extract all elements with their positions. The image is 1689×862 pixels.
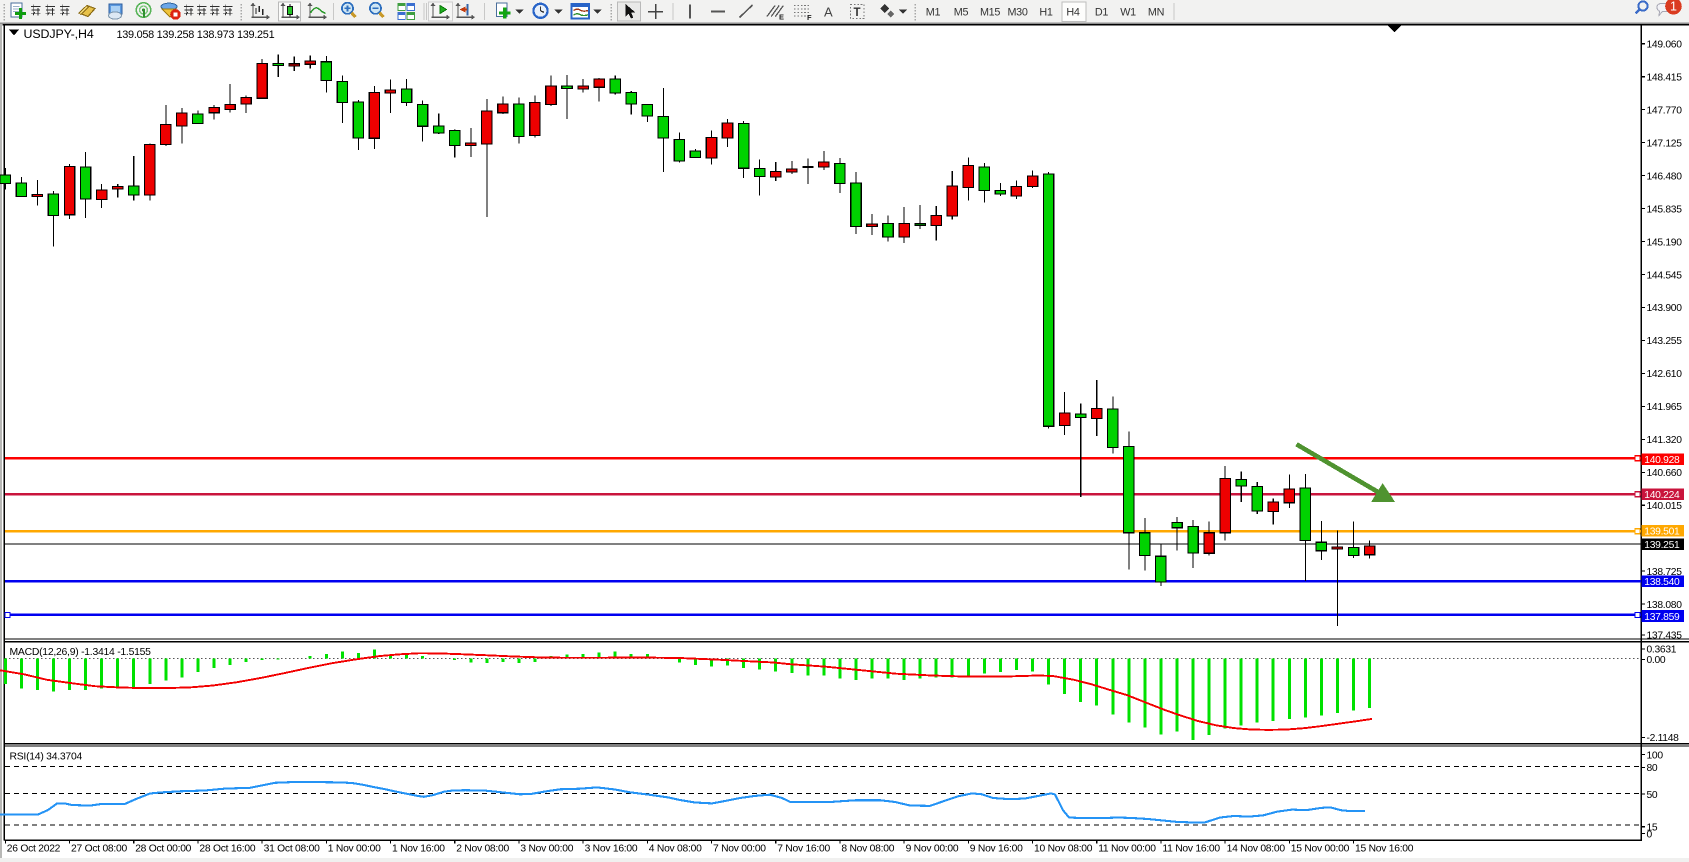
- svg-text:4 Nov 08:00: 4 Nov 08:00: [649, 844, 702, 855]
- svg-text:139.501: 139.501: [1644, 527, 1680, 538]
- svg-text:M30: M30: [1007, 7, 1027, 19]
- svg-text:143.255: 143.255: [1647, 336, 1683, 347]
- svg-text:140.015: 140.015: [1647, 501, 1683, 512]
- svg-text:26 Oct 2022: 26 Oct 2022: [7, 844, 61, 855]
- svg-text:3 Nov 00:00: 3 Nov 00:00: [520, 844, 573, 855]
- svg-text:28 Oct 16:00: 28 Oct 16:00: [199, 844, 255, 855]
- svg-text:H1: H1: [1039, 7, 1052, 19]
- svg-text:146.480: 146.480: [1647, 171, 1683, 182]
- svg-text:145.190: 145.190: [1647, 237, 1683, 248]
- svg-text:28 Oct 00:00: 28 Oct 00:00: [135, 844, 191, 855]
- svg-text:139.251: 139.251: [1644, 540, 1680, 551]
- svg-text:M15: M15: [980, 7, 1000, 19]
- svg-text:11 Nov 16:00: 11 Nov 16:00: [1162, 844, 1220, 855]
- svg-text:80: 80: [1647, 763, 1658, 774]
- svg-text:USDJPY-,H4: USDJPY-,H4: [24, 27, 94, 41]
- svg-text:138.540: 138.540: [1644, 577, 1680, 588]
- svg-text:MN: MN: [1148, 7, 1164, 19]
- svg-text:143.900: 143.900: [1647, 303, 1683, 314]
- svg-text:141.320: 141.320: [1647, 435, 1683, 446]
- svg-text:D1: D1: [1095, 7, 1108, 19]
- svg-text:2 Nov 08:00: 2 Nov 08:00: [456, 844, 509, 855]
- svg-text:H4: H4: [1066, 7, 1079, 19]
- svg-text:M1: M1: [926, 7, 941, 19]
- svg-text:8 Nov 08:00: 8 Nov 08:00: [841, 844, 894, 855]
- svg-text:M5: M5: [954, 7, 969, 19]
- svg-text:137.859: 137.859: [1644, 612, 1680, 623]
- svg-text:RSI(14) 34.3704: RSI(14) 34.3704: [10, 752, 83, 763]
- svg-text:138.080: 138.080: [1647, 600, 1683, 611]
- svg-text:7 Nov 16:00: 7 Nov 16:00: [777, 844, 830, 855]
- svg-text:-2.1148: -2.1148: [1647, 733, 1680, 744]
- svg-text:149.060: 149.060: [1647, 40, 1683, 51]
- svg-text:9 Nov 16:00: 9 Nov 16:00: [970, 844, 1023, 855]
- svg-text:F: F: [807, 13, 812, 22]
- svg-text:15 Nov 00:00: 15 Nov 00:00: [1291, 844, 1350, 855]
- svg-text:147.125: 147.125: [1647, 138, 1683, 149]
- svg-text:T: T: [854, 7, 861, 19]
- svg-text:141.965: 141.965: [1647, 402, 1683, 413]
- svg-text:140.660: 140.660: [1647, 468, 1683, 479]
- svg-text:138.725: 138.725: [1647, 567, 1683, 578]
- svg-text:142.610: 142.610: [1647, 369, 1683, 380]
- svg-text:140.224: 140.224: [1644, 490, 1680, 501]
- svg-text:0: 0: [1647, 829, 1653, 840]
- svg-text:11 Nov 00:00: 11 Nov 00:00: [1098, 844, 1156, 855]
- svg-text:0.3631: 0.3631: [1647, 645, 1677, 656]
- svg-text:144.545: 144.545: [1647, 270, 1683, 281]
- svg-text:14 Nov 08:00: 14 Nov 08:00: [1227, 844, 1286, 855]
- svg-text:139.058 139.258 138.973 139.25: 139.058 139.258 138.973 139.251: [117, 29, 275, 41]
- svg-text:31 Oct 08:00: 31 Oct 08:00: [264, 844, 320, 855]
- svg-text:27 Oct 08:00: 27 Oct 08:00: [71, 844, 127, 855]
- svg-text:1 Nov 16:00: 1 Nov 16:00: [392, 844, 445, 855]
- svg-text:MACD(12,26,9) -1.3414 -1.5155: MACD(12,26,9) -1.3414 -1.5155: [10, 647, 152, 658]
- svg-text:137.435: 137.435: [1647, 631, 1683, 642]
- svg-text:E: E: [779, 13, 784, 22]
- svg-text:0.00: 0.00: [1647, 655, 1666, 666]
- svg-text:10 Nov 08:00: 10 Nov 08:00: [1034, 844, 1093, 855]
- svg-text:9 Nov 00:00: 9 Nov 00:00: [906, 844, 959, 855]
- svg-text:W1: W1: [1120, 7, 1136, 19]
- svg-text:100: 100: [1647, 750, 1664, 761]
- svg-text:145.835: 145.835: [1647, 204, 1683, 215]
- svg-text:148.415: 148.415: [1647, 73, 1683, 84]
- svg-text:15 Nov 16:00: 15 Nov 16:00: [1355, 844, 1414, 855]
- svg-text:1: 1: [1670, 0, 1677, 14]
- svg-text:15: 15: [1647, 823, 1658, 834]
- svg-text:147.770: 147.770: [1647, 105, 1683, 116]
- svg-text:50: 50: [1647, 790, 1658, 801]
- svg-text:3 Nov 16:00: 3 Nov 16:00: [585, 844, 638, 855]
- svg-text:140.928: 140.928: [1644, 455, 1680, 466]
- svg-text:A: A: [824, 5, 833, 20]
- svg-text:1 Nov 00:00: 1 Nov 00:00: [328, 844, 381, 855]
- svg-text:7 Nov 00:00: 7 Nov 00:00: [713, 844, 766, 855]
